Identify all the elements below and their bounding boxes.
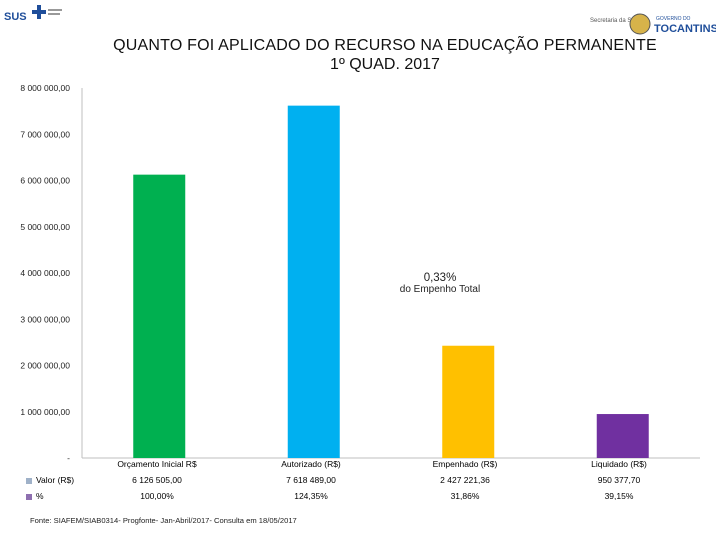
- right-logo-small-text: Secretaria da Saúde: [590, 18, 645, 24]
- y-tick-label: 2 000 000,00: [20, 361, 70, 371]
- bar: [287, 105, 340, 458]
- table-cell: 100,00%: [140, 491, 174, 501]
- y-tick-label: 7 000 000,00: [20, 129, 70, 139]
- data-table-row-pct: % 100,00% 124,35% 31,86% 39,15%: [26, 488, 696, 504]
- source-note: Fonte: SIAFEM/SIAB0314- Progfonte- Jan-A…: [30, 516, 297, 525]
- bar: [442, 345, 495, 458]
- y-tick-label: 5 000 000,00: [20, 222, 70, 232]
- table-cell: 124,35%: [294, 491, 328, 501]
- row-label: %: [36, 491, 44, 501]
- category-label: Autorizado (R$): [281, 459, 341, 469]
- y-tick-label: 3 000 000,00: [20, 314, 70, 324]
- table-cell: 950 377,70: [597, 475, 641, 485]
- category-label: Empenhado (R$): [432, 459, 498, 469]
- chart-title: QUANTO FOI APLICADO DO RECURSO NA EDUCAÇ…: [113, 37, 657, 54]
- bar: [133, 174, 186, 458]
- annotation: 0,33% do Empenho Total: [370, 272, 510, 295]
- y-tick-label: 6 000 000,00: [20, 176, 70, 186]
- table-cell: 7 618 489,00: [286, 475, 336, 485]
- legend-swatch: [26, 493, 32, 500]
- category-label: Liquidado (R$): [591, 459, 647, 469]
- table-cell: 39,15%: [604, 491, 634, 501]
- sus-logo-text: SUS: [4, 11, 27, 23]
- right-logo-gov-text: GOVERNO DO: [656, 16, 691, 22]
- y-tick-label: 4 000 000,00: [20, 268, 70, 278]
- y-tick-label: -: [67, 453, 70, 463]
- sus-logo: SUS: [4, 4, 64, 26]
- chart-subtitle: 1º QUAD. 2017: [330, 56, 440, 73]
- table-cell: 6 126 505,00: [132, 475, 182, 485]
- table-cell: 31,86%: [450, 491, 480, 501]
- y-tick-label: 1 000 000,00: [20, 407, 70, 417]
- y-tick-label: 8 000 000,00: [20, 83, 70, 93]
- table-cell: 2 427 221,36: [440, 475, 490, 485]
- data-table-header-row: Orçamento Inicial R$ Autorizado (R$) Emp…: [26, 456, 696, 472]
- annotation-text: do Empenho Total: [399, 284, 481, 295]
- right-logo-brand-text: TOCANTINS: [654, 23, 716, 35]
- bar: [596, 414, 649, 458]
- tocantins-logo: Secretaria da Saúde GOVERNO DO TOCANTINS: [588, 8, 718, 44]
- legend-swatch: [26, 477, 32, 484]
- bars: [133, 105, 649, 458]
- row-label: Valor (R$): [36, 475, 75, 485]
- data-table-row-valor: Valor (R$) 6 126 505,00 7 618 489,00 2 4…: [26, 472, 696, 488]
- annotation-pct: 0,33%: [423, 272, 457, 284]
- chart-title-block: QUANTO FOI APLICADO DO RECURSO NA EDUCAÇ…: [60, 36, 710, 74]
- data-table: Orçamento Inicial R$ Autorizado (R$) Emp…: [26, 456, 696, 504]
- y-axis-ticks: - 1 000 000,00 2 000 000,00 3 000 000,00 4 0…: [20, 83, 70, 463]
- category-label: Orçamento Inicial R$: [117, 459, 197, 469]
